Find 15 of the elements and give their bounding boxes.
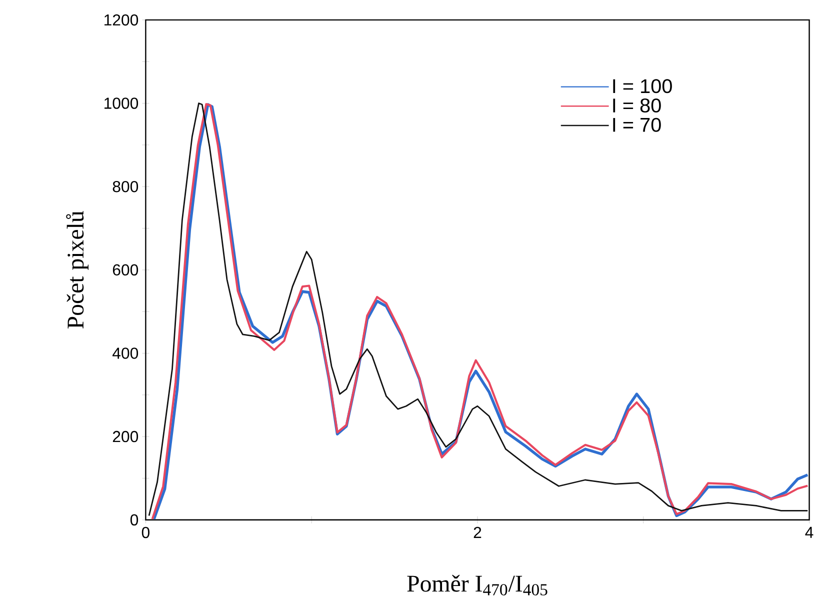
y-tick-label: 400	[112, 348, 138, 360]
y-tick-label: 200	[112, 431, 138, 442]
y-tick-label: 600	[112, 264, 138, 276]
x-tick-label: 2	[474, 527, 482, 538]
legend-label: I = 70	[613, 118, 661, 132]
x-tick-label: 0	[142, 527, 150, 538]
x-tick-label: 4	[805, 527, 814, 538]
x-axis-title: Poměr I$_{470}$/I$_{405}$	[407, 575, 548, 596]
legend-label: I = 100	[613, 79, 672, 94]
y-axis-title: Počet pixelů	[66, 211, 88, 329]
y-tick-label: 800	[112, 181, 138, 192]
y-tick-label: 0	[130, 514, 138, 526]
y-tick-label: 1200	[104, 14, 138, 26]
legend-label: I = 80	[613, 98, 661, 113]
y-tick-label: 1000	[104, 98, 138, 110]
